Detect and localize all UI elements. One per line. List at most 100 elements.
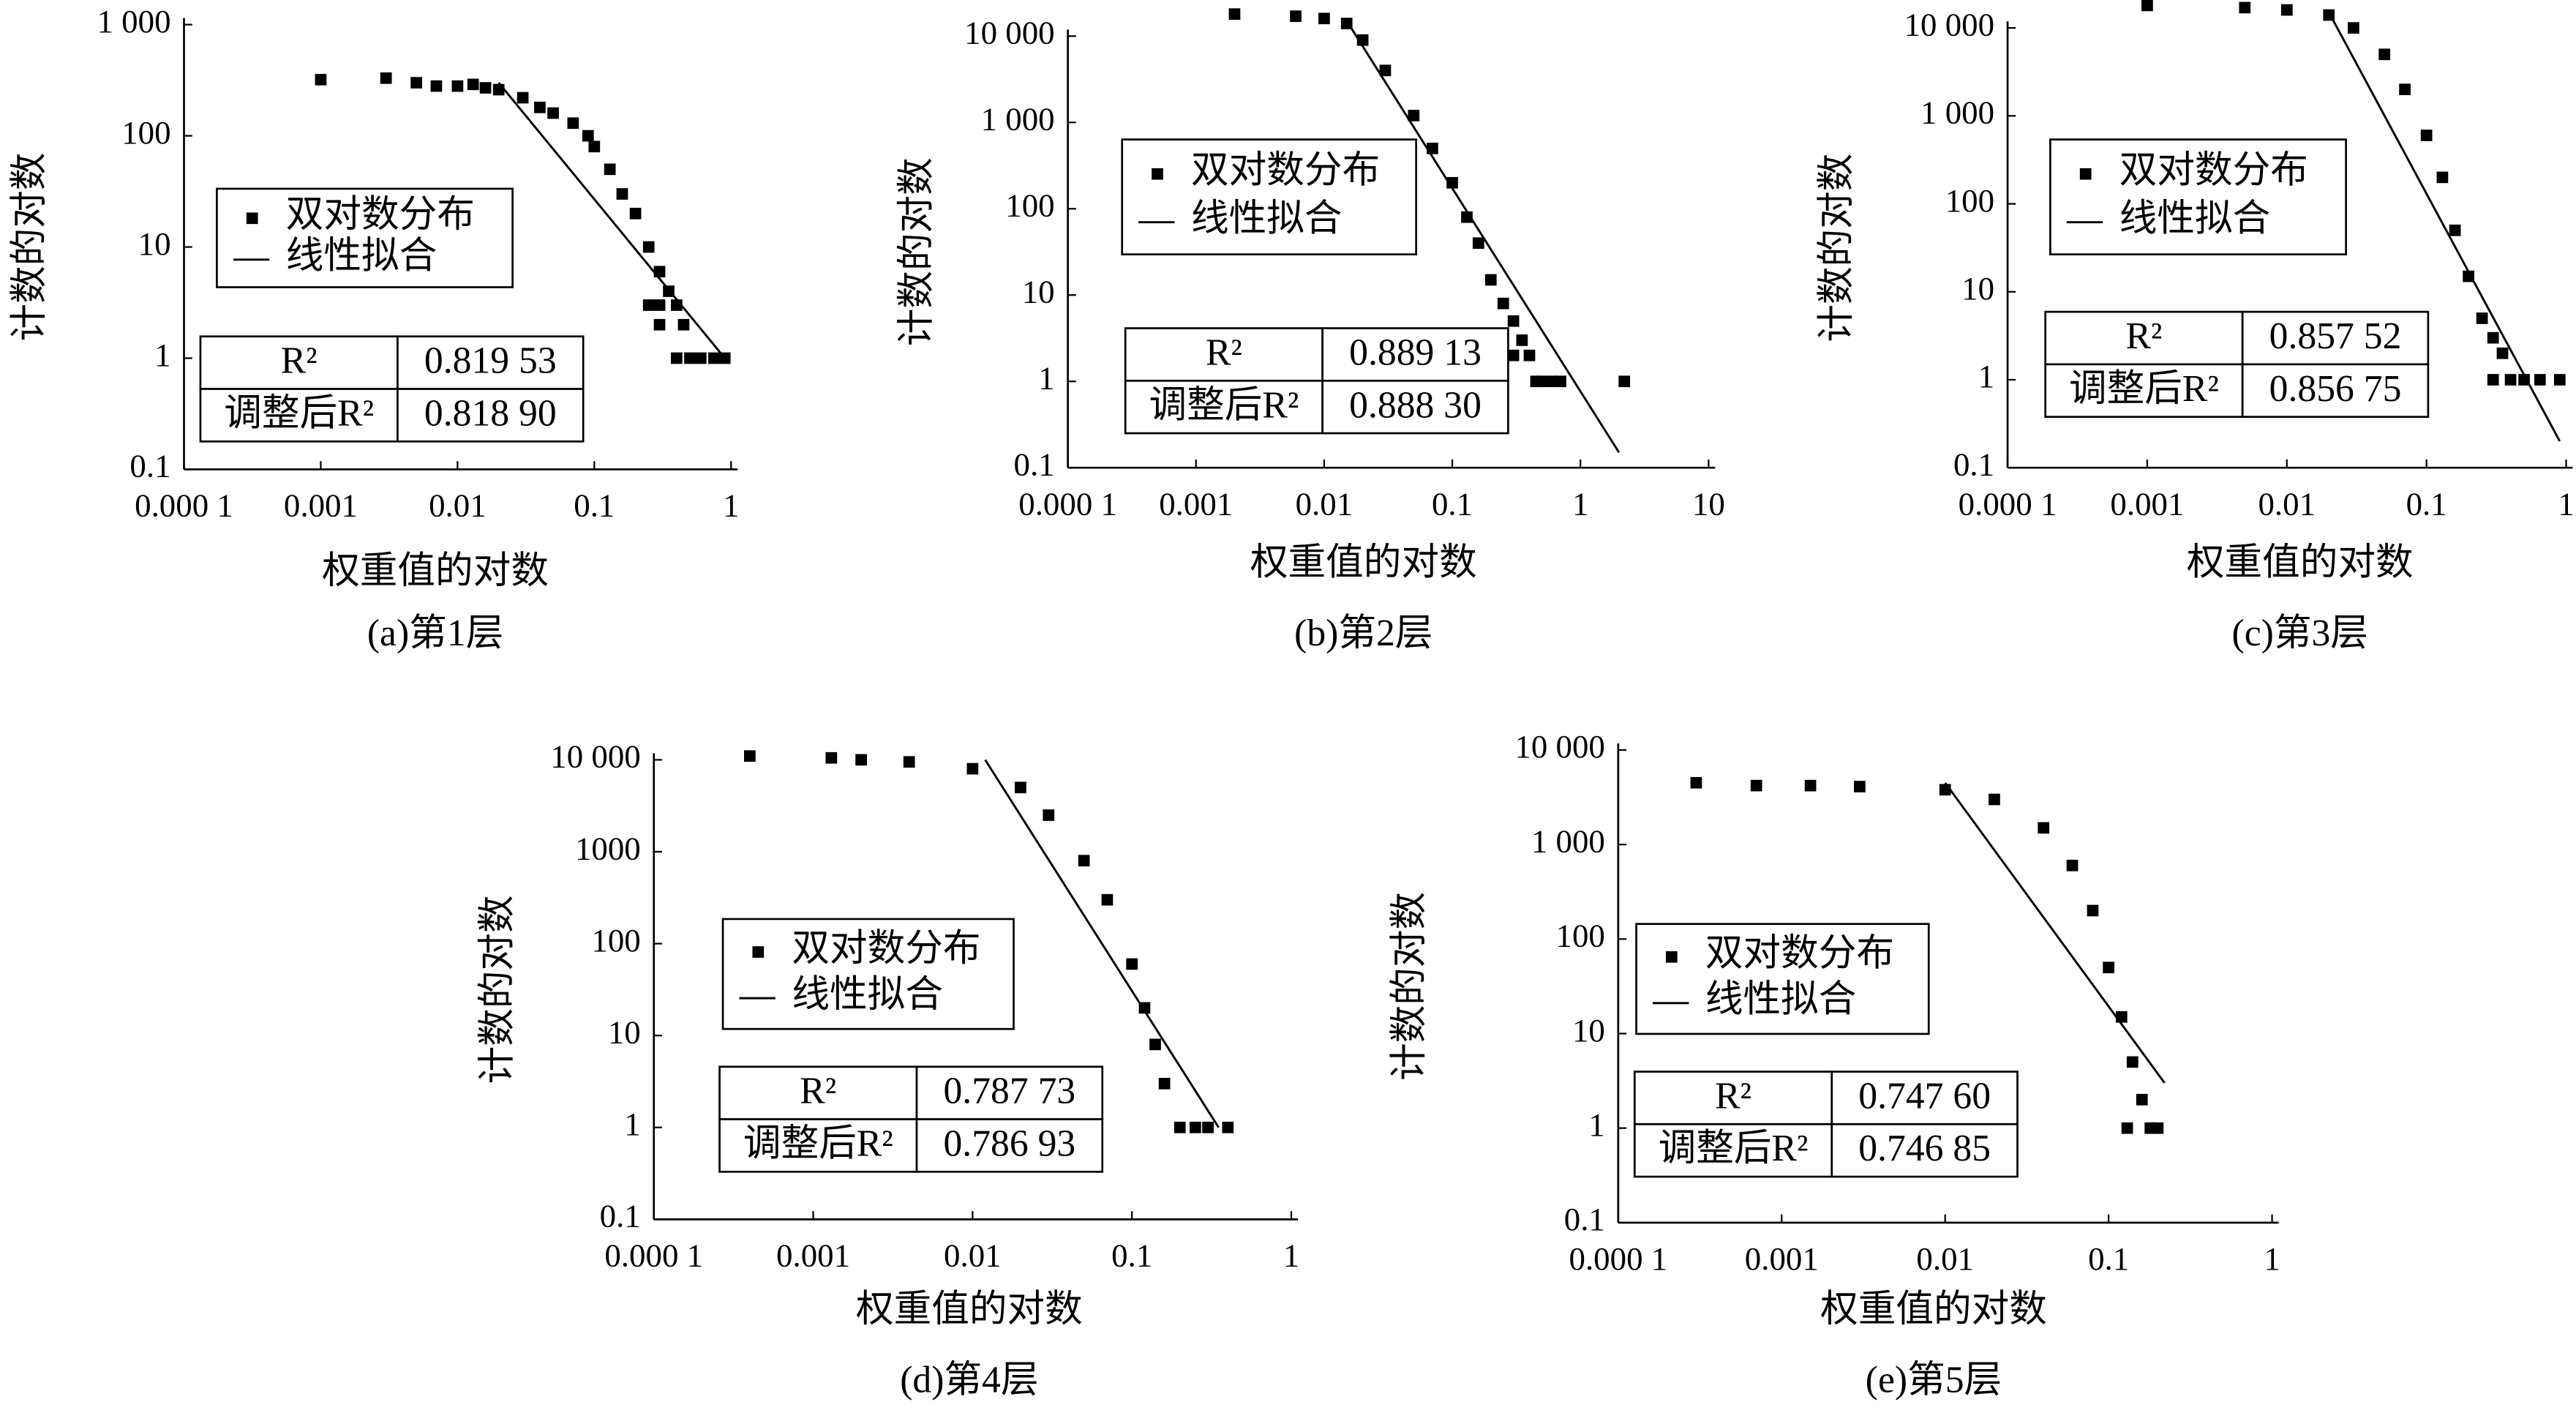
data-point	[1222, 1121, 1234, 1133]
table-text: 0.747 60	[1858, 1076, 1991, 1117]
table-cell	[718, 1118, 918, 1173]
data-point	[1158, 1077, 1171, 1090]
data-point	[825, 752, 838, 764]
table-text: 调整后R²	[224, 393, 374, 435]
data-point	[1379, 64, 1392, 77]
x-tick-label: 0.01	[1916, 1240, 1974, 1277]
table-cell	[397, 335, 585, 390]
data-point	[479, 82, 492, 94]
data-point	[1202, 1121, 1214, 1133]
fit-line	[2327, 12, 2561, 442]
y-tick-label: 1	[1038, 360, 1054, 397]
data-point	[2126, 1056, 2138, 1068]
y-tick-label: 10	[1961, 270, 1994, 307]
data-point	[517, 91, 529, 104]
data-point	[582, 130, 594, 142]
x-tick-label: 0.1	[1432, 485, 1473, 522]
table-text: 调整后R²	[2069, 368, 2219, 410]
data-point	[2553, 374, 2566, 386]
x-axis-label: 权重值的对数	[1250, 542, 1477, 584]
data-point	[903, 756, 915, 768]
x-tick-label: 1	[2558, 485, 2574, 522]
data-point	[2347, 22, 2359, 34]
x-tick-label: 0.1	[574, 487, 615, 524]
legend-label: 线性拟合	[286, 236, 438, 277]
data-point	[1516, 334, 1528, 346]
data-point	[653, 299, 666, 311]
caption: (c)第3层	[2232, 612, 2368, 654]
y-tick-label: 1	[624, 1106, 640, 1142]
y-tick-label: 1 000	[97, 3, 171, 40]
x-tick-label: 0.01	[2258, 485, 2316, 522]
y-axis-label: 计数的对数	[1816, 154, 1858, 342]
table-text: R²	[2125, 315, 2162, 357]
x-axis-label: 权重值的对数	[856, 1289, 1083, 1330]
legend-marker	[2079, 168, 2092, 180]
data-point	[451, 80, 464, 92]
y-tick-label: 1	[1588, 1106, 1604, 1143]
table-text: R²	[1206, 332, 1242, 374]
data-point	[2239, 1, 2251, 14]
legend-label: 线性拟合	[2119, 198, 2271, 240]
caption: (a)第1层	[367, 612, 503, 654]
data-point	[1015, 782, 1026, 794]
data-point	[1536, 375, 1548, 388]
y-tick-label: 0.1	[1014, 446, 1055, 482]
data-point	[708, 352, 720, 364]
data-point	[1690, 776, 1702, 789]
legend-label: 双对数分布	[2119, 150, 2308, 192]
table-text: 0.818 90	[424, 393, 557, 435]
data-point	[467, 78, 479, 91]
legend-label: 双对数分布	[792, 928, 980, 970]
table-cell	[2044, 363, 2244, 419]
x-axis-label: 权重值的对数	[1820, 1289, 2047, 1330]
legend-box	[216, 187, 514, 288]
table-text: 调整后R²	[743, 1123, 893, 1165]
data-point	[1618, 375, 1631, 388]
y-tick-label: 1000	[575, 830, 641, 866]
legend-label: 双对数分布	[1705, 933, 1894, 975]
data-point	[1189, 1121, 1201, 1133]
data-point	[492, 83, 505, 96]
data-point	[653, 318, 666, 331]
legend-label: 双对数分布	[286, 194, 475, 236]
caption: (b)第2层	[1294, 612, 1432, 654]
y-tick-label: 1	[1978, 358, 1994, 394]
data-point	[1523, 349, 1536, 361]
data-point	[1290, 10, 1302, 23]
fit-line	[984, 759, 1220, 1128]
table-text: 0.857 52	[2269, 315, 2402, 357]
y-tick-label: 10 000	[550, 738, 640, 775]
data-point	[2378, 48, 2391, 61]
y-tick-label: 10	[1572, 1012, 1605, 1049]
data-point	[1497, 297, 1509, 310]
table-text: 0.787 73	[944, 1071, 1076, 1112]
table-cell	[2241, 310, 2430, 366]
x-tick-label: 0.000 1	[1569, 1240, 1667, 1277]
data-point	[2487, 374, 2499, 386]
data-point	[616, 188, 628, 200]
data-point	[1989, 793, 2000, 806]
data-point	[2121, 1122, 2133, 1134]
data-point	[1126, 958, 1138, 970]
y-tick-label: 100	[1556, 918, 1605, 954]
x-tick-label: 0.000 1	[1959, 485, 2057, 522]
x-tick-label: 1	[723, 487, 739, 524]
y-tick-label: 10 000	[1904, 6, 1994, 42]
table-cell	[2241, 363, 2430, 419]
y-tick-label: 100	[1945, 182, 1994, 219]
x-tick-label: 1	[2264, 1240, 2280, 1277]
legend-box	[1635, 923, 1930, 1035]
data-point	[2487, 331, 2499, 344]
data-point	[1507, 315, 1520, 327]
y-axis-label: 计数的对数	[9, 153, 50, 342]
legend-label: 双对数分布	[1191, 150, 1380, 192]
x-tick-label: 0.1	[1111, 1237, 1152, 1273]
data-point	[1318, 12, 1330, 25]
data-point	[380, 72, 392, 84]
table-text: 0.746 85	[1858, 1128, 1991, 1169]
table-text: 调整后R²	[1659, 1128, 1809, 1169]
data-point	[671, 352, 683, 364]
legend-label: 线性拟合	[792, 974, 943, 1016]
